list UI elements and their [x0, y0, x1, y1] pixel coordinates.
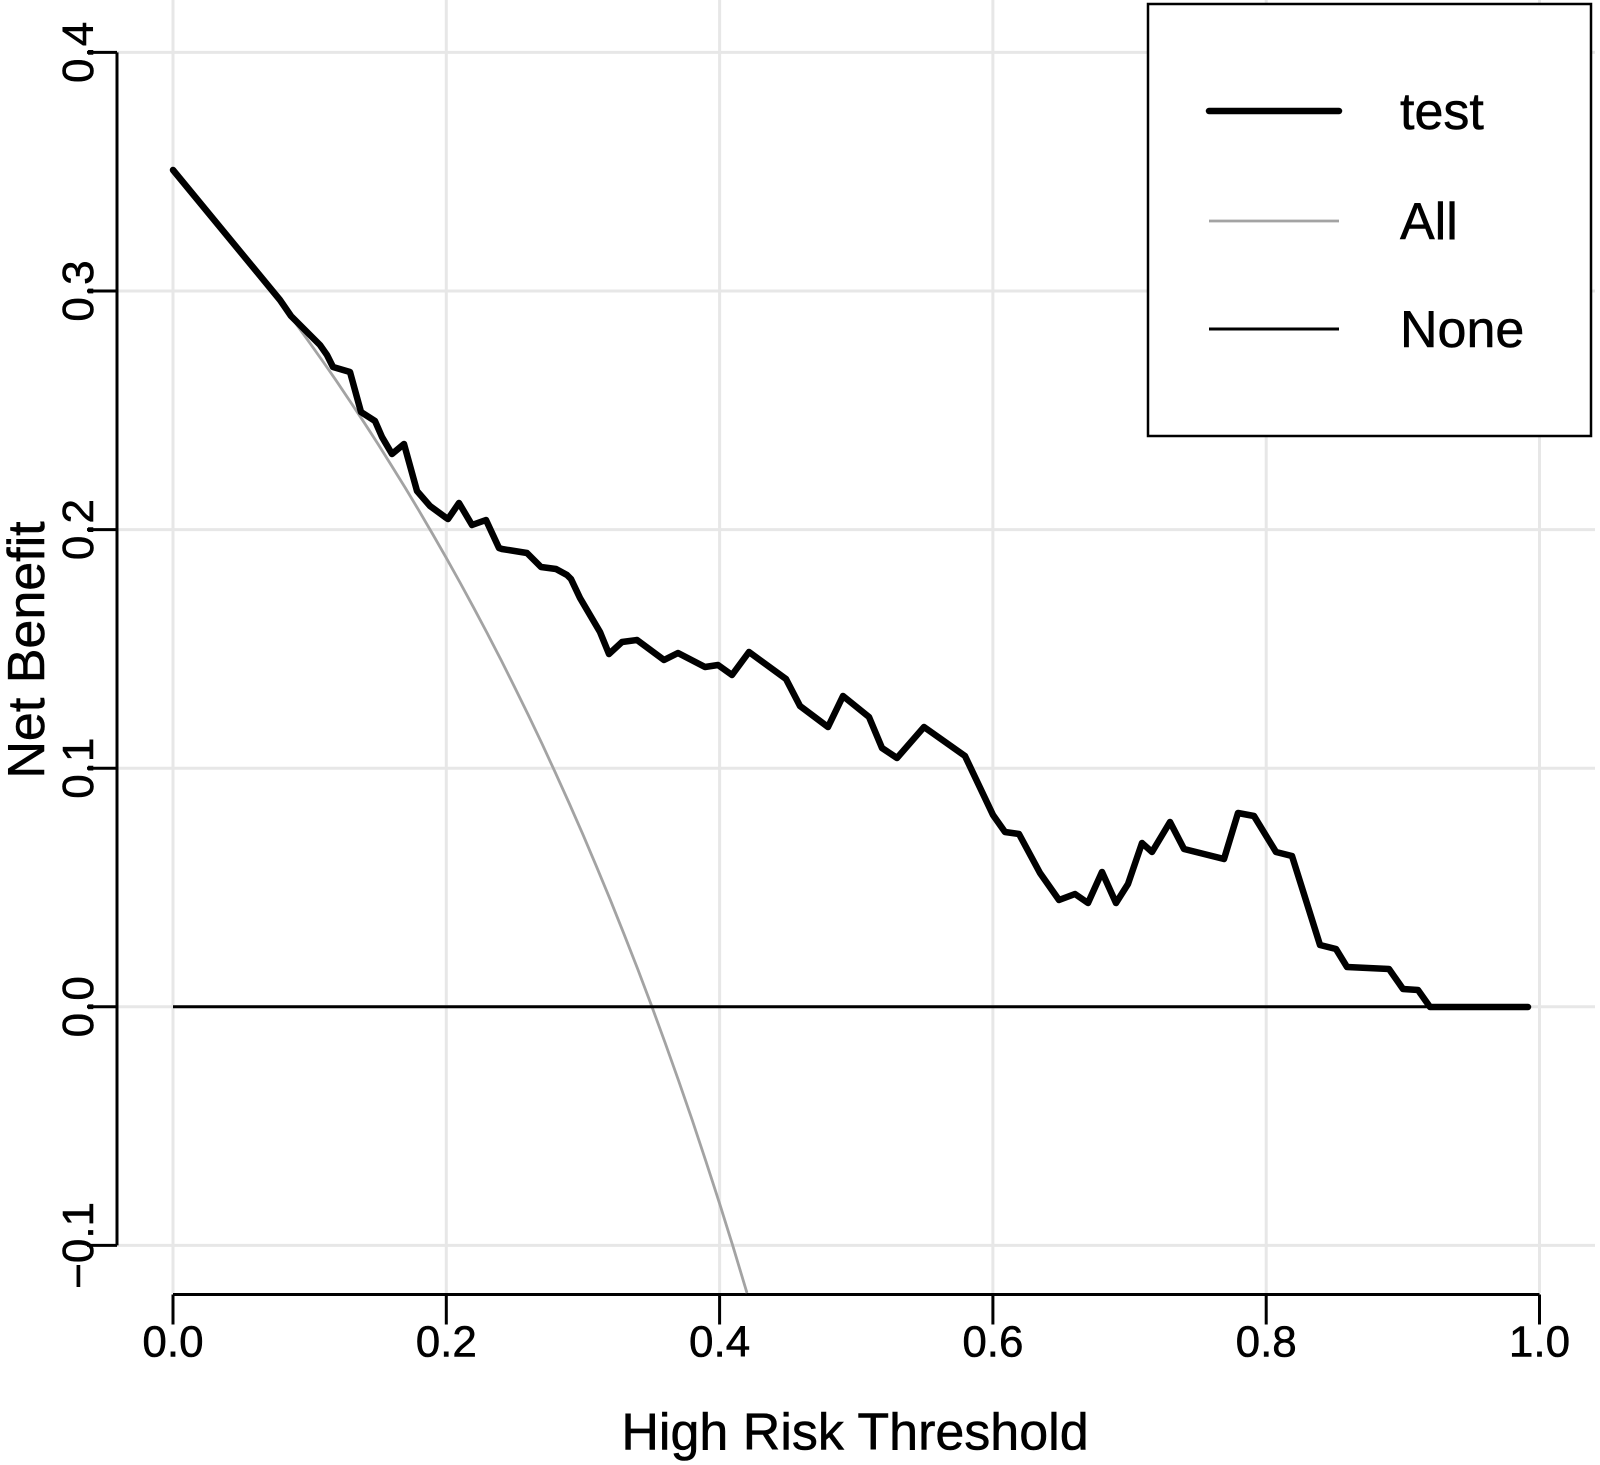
svg-text:test: test — [1400, 83, 1484, 141]
svg-text:High Risk Threshold: High Risk Threshold — [621, 1404, 1088, 1462]
svg-text:0.4: 0.4 — [54, 22, 103, 83]
svg-text:0.1: 0.1 — [54, 738, 103, 799]
svg-text:0.0: 0.0 — [54, 976, 103, 1037]
svg-text:0.0: 0.0 — [142, 1318, 203, 1367]
svg-text:Net Benefit: Net Benefit — [0, 521, 56, 779]
svg-text:0.3: 0.3 — [54, 260, 103, 321]
svg-text:−0.1: −0.1 — [54, 1202, 103, 1289]
svg-text:0.4: 0.4 — [689, 1318, 750, 1367]
svg-text:0.8: 0.8 — [1236, 1318, 1297, 1367]
svg-text:0.2: 0.2 — [416, 1318, 477, 1367]
svg-text:0.6: 0.6 — [962, 1318, 1023, 1367]
svg-text:None: None — [1400, 301, 1524, 359]
svg-text:0.2: 0.2 — [54, 499, 103, 560]
svg-text:All: All — [1400, 193, 1458, 251]
svg-text:1.0: 1.0 — [1509, 1318, 1570, 1367]
